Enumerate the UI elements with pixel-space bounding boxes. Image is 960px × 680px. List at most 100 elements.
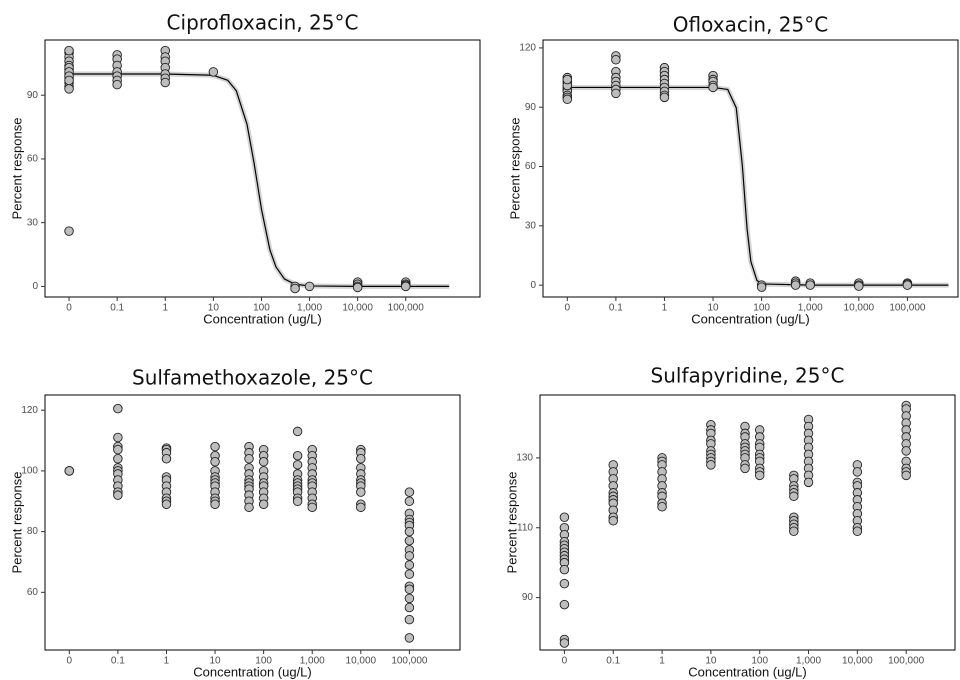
y-tick-label: 90 xyxy=(27,90,39,101)
data-point xyxy=(611,55,621,65)
data-point xyxy=(708,82,718,93)
x-tick-label: 1 xyxy=(662,303,668,314)
fit-line xyxy=(567,86,949,286)
data-point xyxy=(756,282,767,292)
data-point xyxy=(292,426,303,437)
data-point xyxy=(404,560,415,570)
x-tick-label: 100,000 xyxy=(391,656,428,667)
y-tick-label: 30 xyxy=(525,220,537,231)
x-tick-label: 1 xyxy=(164,656,170,667)
data-point xyxy=(559,578,570,589)
x-tick-label: 100,000 xyxy=(388,303,425,314)
y-axis-label: Percent response xyxy=(504,472,519,574)
x-tick-label: 10,000 xyxy=(346,656,377,667)
plot-frame xyxy=(44,39,481,298)
y-axis-label: Percent response xyxy=(507,118,522,220)
x-tick-label: 0.1 xyxy=(110,303,124,314)
data-point xyxy=(803,477,814,488)
y-tick-label: 0 xyxy=(530,280,536,291)
data-point xyxy=(113,490,123,500)
data-point xyxy=(852,467,863,477)
x-tick-label: 10 xyxy=(707,303,719,314)
data-point xyxy=(161,454,172,464)
x-tick-label: 0 xyxy=(562,656,568,667)
data-point xyxy=(754,470,765,481)
x-axis-label: Concentration (ug/L) xyxy=(688,664,807,679)
data-point xyxy=(562,74,573,85)
data-point xyxy=(113,454,123,464)
x-axis-label: Concentration (ug/L) xyxy=(203,311,322,326)
x-tick-label: 10,000 xyxy=(842,656,873,667)
y-tick-label: 90 xyxy=(522,592,534,603)
data-point xyxy=(790,280,801,290)
x-tick-label: 0.1 xyxy=(111,656,125,667)
data-point xyxy=(292,460,303,470)
data-point xyxy=(292,450,303,461)
data-point xyxy=(404,526,415,537)
panel: Ciprofloxacin, 25°C 0 30 60 90 0 0.1 1 10 100 1,00… xyxy=(9,11,481,326)
data-point xyxy=(244,502,254,513)
x-tick-label: 1,000 xyxy=(798,303,823,314)
y-tick-label: 90 xyxy=(525,102,537,113)
data-point xyxy=(160,77,170,88)
data-point xyxy=(559,638,570,648)
x-tick-label: 0.1 xyxy=(606,656,620,667)
x-tick-label: 1,000 xyxy=(297,303,322,314)
x-tick-label: 100,000 xyxy=(889,303,926,314)
fit-line xyxy=(69,73,450,287)
data-point xyxy=(805,280,815,290)
data-point xyxy=(657,502,667,512)
x-tick-label: 0.1 xyxy=(609,303,623,314)
x-tick-label: 1 xyxy=(659,656,665,667)
data-point xyxy=(64,466,75,476)
data-point xyxy=(113,444,123,455)
x-axis-label: Concentration (ug/L) xyxy=(193,664,312,679)
data-point xyxy=(901,470,911,481)
data-point xyxy=(64,75,74,86)
fit-band xyxy=(69,71,450,289)
data-point xyxy=(854,281,864,291)
data-point xyxy=(559,512,570,523)
y-tick-label: 30 xyxy=(27,217,39,228)
x-tick-label: 0 xyxy=(67,656,73,667)
data-point xyxy=(562,94,573,105)
x-axis-label: Concentration (ug/L) xyxy=(691,311,810,326)
data-point xyxy=(611,88,621,99)
data-point xyxy=(659,92,670,103)
x-tick-label: 100 xyxy=(753,303,770,314)
x-tick-label: 100 xyxy=(255,656,272,667)
data-point xyxy=(210,441,220,452)
data-point xyxy=(307,502,317,513)
data-point xyxy=(210,499,220,510)
panel: Sulfamethoxazole, 25°C 60 80 100 120 0 0.1 1 10 1… xyxy=(9,366,461,679)
y-tick-label: 100 xyxy=(21,466,38,477)
data-point xyxy=(404,593,415,604)
data-point xyxy=(852,526,863,536)
data-point xyxy=(404,535,415,546)
chart-title: Sulfamethoxazole, 25°C xyxy=(132,366,373,390)
x-tick-label: 1,000 xyxy=(796,656,821,667)
data-point xyxy=(404,487,415,497)
data-point xyxy=(161,499,172,510)
data-point xyxy=(608,516,618,526)
data-point xyxy=(400,281,411,292)
y-tick-label: 120 xyxy=(21,405,38,416)
data-point xyxy=(208,67,219,77)
chart-title: Sulfapyridine, 25°C xyxy=(651,364,845,388)
x-tick-label: 10 xyxy=(209,656,221,667)
plot-frame xyxy=(542,39,959,298)
data-point xyxy=(559,599,570,610)
x-tick-label: 10,000 xyxy=(844,303,875,314)
x-tick-label: 0 xyxy=(565,303,571,314)
y-tick-label: 80 xyxy=(27,526,39,537)
x-tick-label: 10 xyxy=(705,656,717,667)
data-point xyxy=(404,496,415,507)
x-tick-label: 100,000 xyxy=(888,656,925,667)
x-tick-label: 1 xyxy=(162,303,168,314)
data-point xyxy=(352,282,363,293)
data-point xyxy=(902,280,913,290)
data-point xyxy=(356,487,366,497)
chart-title: Ciprofloxacin, 25°C xyxy=(167,11,359,35)
data-point xyxy=(706,460,716,470)
